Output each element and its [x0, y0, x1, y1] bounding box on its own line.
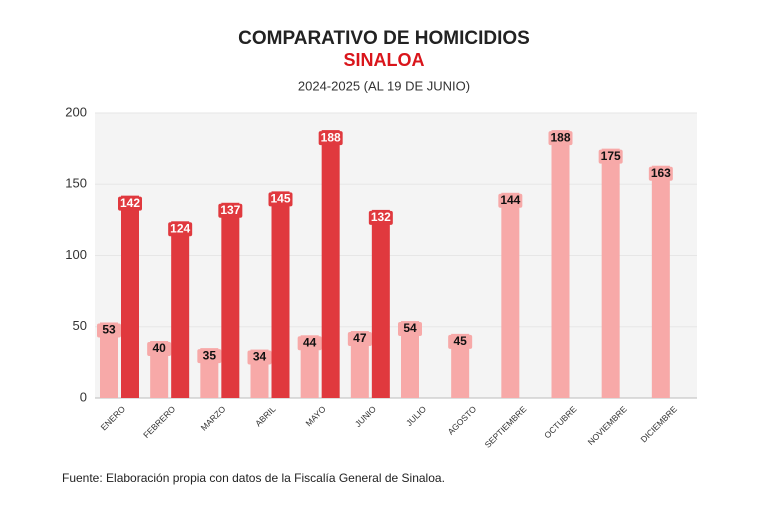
value-label: 145	[270, 192, 290, 206]
value-label-box	[297, 336, 322, 351]
bar	[551, 130, 570, 398]
x-tick-label: FEBRERO	[141, 404, 177, 440]
bar	[100, 322, 118, 398]
value-label: 142	[120, 196, 140, 210]
value-label-box	[247, 350, 272, 365]
value-label-box	[197, 349, 222, 364]
value-label: 44	[303, 335, 317, 349]
value-label-box	[218, 203, 243, 218]
value-label: 40	[152, 341, 166, 355]
value-label-box	[268, 192, 293, 207]
bar	[300, 335, 319, 398]
value-label: 188	[321, 130, 341, 144]
x-tick-label: AGOSTO	[446, 404, 479, 437]
x-tick-label: SEPTIEMBRE	[483, 404, 529, 450]
y-tick-label: 200	[65, 104, 87, 119]
chart-title: COMPARATIVO DE HOMICIDIOS	[238, 28, 530, 49]
bar	[401, 321, 419, 398]
x-tick-label: NOVIEMBRE	[586, 404, 629, 447]
x-tick-label: OCTUBRE	[542, 404, 579, 441]
value-label: 163	[651, 166, 671, 180]
value-label: 54	[403, 321, 417, 335]
value-label: 34	[253, 350, 267, 364]
value-label: 175	[601, 149, 621, 163]
source-note: Fuente: Elaboración propia con datos de …	[62, 471, 445, 485]
value-label-box	[168, 222, 193, 237]
chart-subtitle: SINALOA	[344, 50, 425, 70]
bar	[221, 202, 240, 398]
value-label: 132	[371, 210, 391, 224]
value-label: 124	[170, 221, 190, 235]
x-tick-label: MAYO	[303, 404, 328, 429]
y-tick-label: 150	[65, 176, 87, 191]
bar	[350, 331, 369, 398]
bar	[601, 148, 620, 398]
value-label: 45	[453, 334, 467, 348]
bar	[121, 195, 139, 398]
value-label-box	[448, 334, 473, 349]
value-label: 188	[550, 130, 570, 144]
y-tick-label: 100	[65, 247, 87, 262]
bar	[271, 191, 290, 398]
value-label-box	[548, 131, 573, 146]
value-label-box	[347, 332, 372, 347]
bar	[321, 130, 340, 398]
value-label: 47	[353, 331, 367, 345]
value-label: 137	[220, 203, 240, 217]
value-label-box	[498, 193, 523, 208]
chart-period: 2024-2025 (AL 19 DE JUNIO)	[298, 78, 470, 93]
x-tick-label: ENERO	[99, 404, 128, 433]
x-tick-label: MARZO	[199, 404, 228, 433]
value-label: 35	[203, 348, 217, 362]
value-label: 53	[102, 323, 116, 337]
value-label-box	[648, 166, 673, 181]
bar	[651, 165, 670, 398]
value-label-box	[368, 210, 393, 225]
bar	[501, 192, 520, 398]
x-tick-label: JULIO	[404, 404, 428, 428]
x-tick-label: JUNIO	[353, 404, 378, 429]
bar	[451, 333, 470, 398]
value-label-box	[398, 322, 422, 337]
y-tick-label: 50	[73, 318, 87, 333]
bar	[371, 209, 390, 398]
value-label-box	[118, 196, 142, 211]
bar	[171, 221, 190, 398]
value-label-box	[318, 131, 343, 146]
value-label-box	[147, 342, 172, 356]
x-tick-label: DICIEMBRE	[638, 404, 679, 445]
value-label-box	[598, 149, 623, 164]
y-tick-label: 0	[80, 389, 87, 404]
value-label-box	[97, 323, 121, 338]
x-tick-label: ABRIL	[253, 404, 278, 429]
value-label: 144	[500, 193, 520, 207]
